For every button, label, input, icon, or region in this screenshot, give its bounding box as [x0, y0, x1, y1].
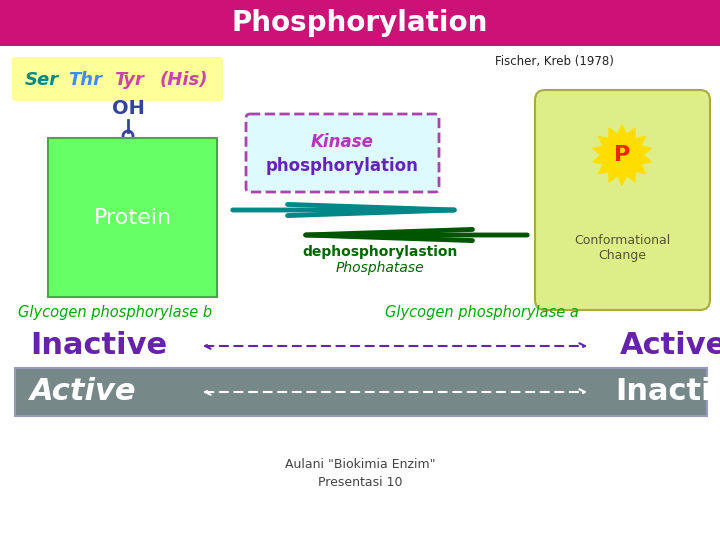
Text: (His): (His)	[160, 71, 209, 89]
FancyBboxPatch shape	[535, 90, 710, 310]
Text: Inactive: Inactive	[30, 332, 167, 361]
Text: Presentasi 10: Presentasi 10	[318, 476, 402, 489]
Circle shape	[604, 137, 640, 173]
Text: phosphorylation: phosphorylation	[266, 157, 418, 175]
Text: Glycogen phosphorylase b: Glycogen phosphorylase b	[18, 305, 212, 320]
Text: Phosphatase: Phosphatase	[336, 261, 424, 275]
Text: Change: Change	[598, 249, 646, 262]
Text: Glycogen phosphorylase a: Glycogen phosphorylase a	[385, 305, 579, 320]
Text: OH: OH	[112, 98, 145, 118]
FancyBboxPatch shape	[246, 114, 439, 192]
FancyBboxPatch shape	[12, 57, 223, 101]
Text: Fischer, Kreb (1978): Fischer, Kreb (1978)	[495, 56, 614, 69]
Text: Phosphorylation: Phosphorylation	[232, 9, 488, 37]
Text: Aulani "Biokimia Enzim": Aulani "Biokimia Enzim"	[284, 458, 436, 471]
Text: P: P	[614, 145, 630, 165]
Text: Thr: Thr	[68, 71, 102, 89]
Text: Protein: Protein	[94, 208, 172, 228]
Text: Kinase: Kinase	[310, 133, 374, 151]
Text: Inactive: Inactive	[615, 377, 720, 407]
Text: Conformational: Conformational	[574, 233, 670, 246]
Text: Active: Active	[30, 377, 137, 407]
FancyBboxPatch shape	[15, 368, 707, 416]
Text: Ser: Ser	[25, 71, 59, 89]
Text: Active: Active	[620, 332, 720, 361]
FancyBboxPatch shape	[0, 0, 720, 46]
Polygon shape	[593, 125, 652, 185]
FancyBboxPatch shape	[48, 138, 217, 297]
Text: Tyr: Tyr	[114, 71, 144, 89]
Text: dephosphorylastion: dephosphorylastion	[302, 245, 458, 259]
